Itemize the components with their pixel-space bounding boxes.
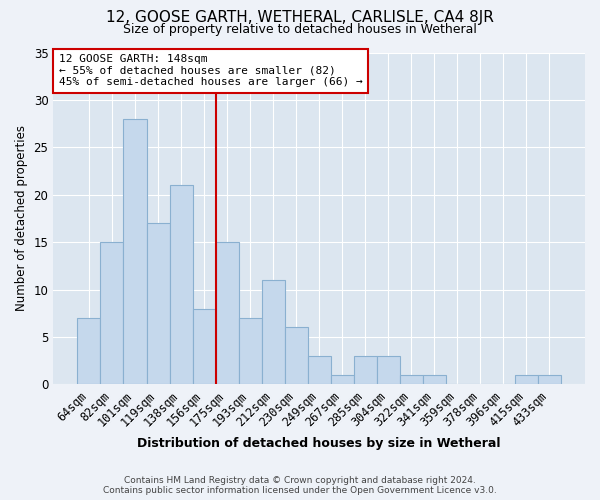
Bar bbox=[146, 223, 170, 384]
Text: Size of property relative to detached houses in Wetheral: Size of property relative to detached ho… bbox=[123, 22, 477, 36]
Bar bbox=[239, 318, 262, 384]
Bar bbox=[262, 280, 284, 384]
Bar bbox=[353, 356, 377, 384]
Bar bbox=[124, 119, 146, 384]
Text: 12, GOOSE GARTH, WETHERAL, CARLISLE, CA4 8JR: 12, GOOSE GARTH, WETHERAL, CARLISLE, CA4… bbox=[106, 10, 494, 25]
Bar bbox=[515, 375, 538, 384]
Bar bbox=[284, 328, 308, 384]
Y-axis label: Number of detached properties: Number of detached properties bbox=[15, 126, 28, 312]
Bar bbox=[77, 318, 100, 384]
Bar bbox=[400, 375, 423, 384]
X-axis label: Distribution of detached houses by size in Wetheral: Distribution of detached houses by size … bbox=[137, 437, 501, 450]
Text: 12 GOOSE GARTH: 148sqm
← 55% of detached houses are smaller (82)
45% of semi-det: 12 GOOSE GARTH: 148sqm ← 55% of detached… bbox=[59, 54, 362, 88]
Bar bbox=[423, 375, 446, 384]
Bar bbox=[538, 375, 561, 384]
Bar bbox=[193, 308, 215, 384]
Bar bbox=[100, 242, 124, 384]
Bar bbox=[308, 356, 331, 384]
Text: Contains HM Land Registry data © Crown copyright and database right 2024.
Contai: Contains HM Land Registry data © Crown c… bbox=[103, 476, 497, 495]
Bar bbox=[215, 242, 239, 384]
Bar bbox=[170, 186, 193, 384]
Bar bbox=[377, 356, 400, 384]
Bar bbox=[331, 375, 353, 384]
